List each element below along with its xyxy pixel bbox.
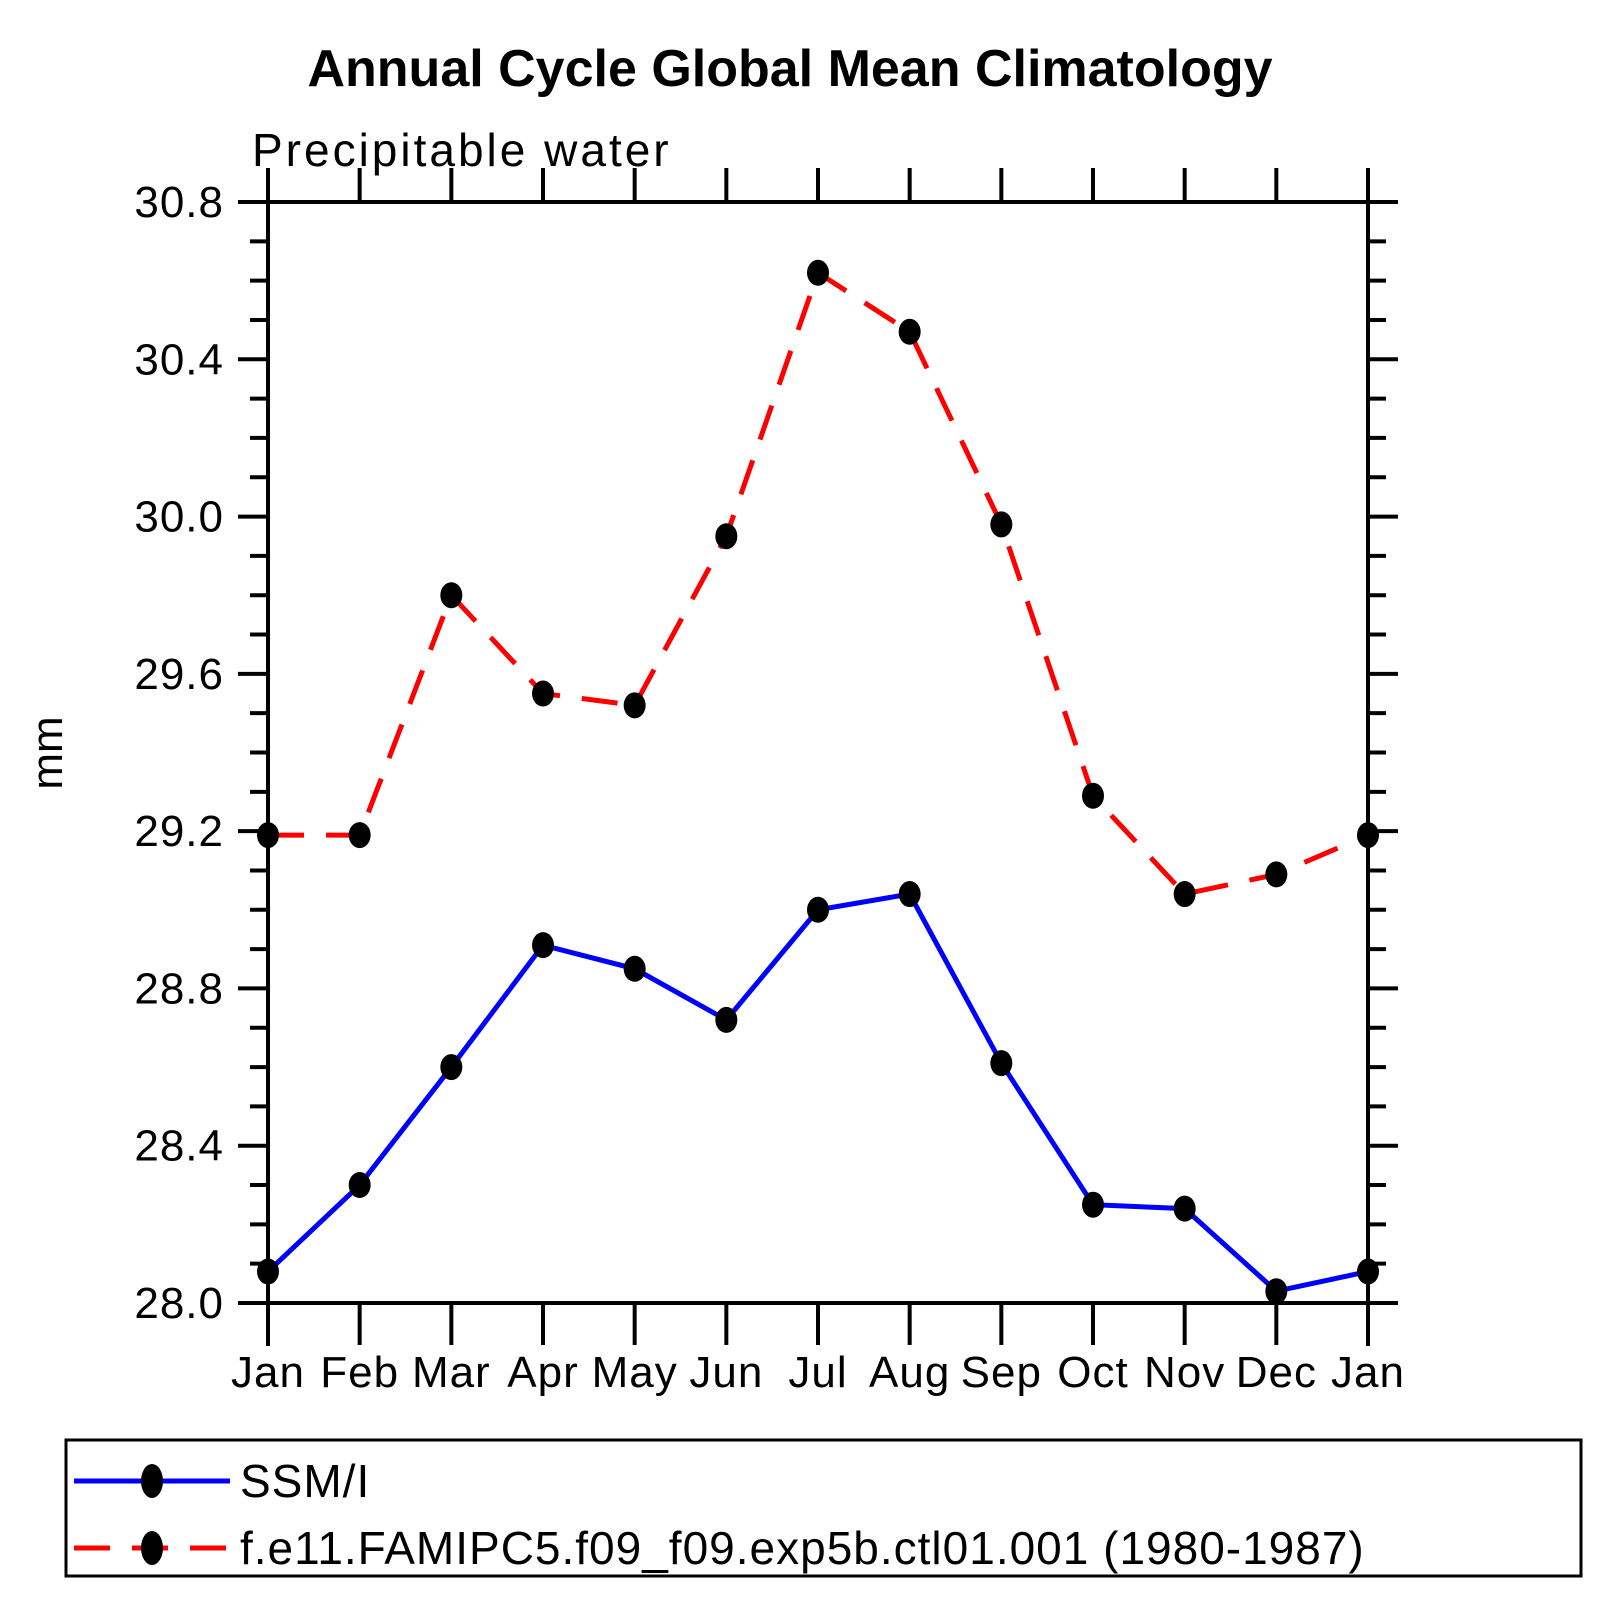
data-point-marker [1082,782,1104,809]
y-tick-label: 30.8 [134,178,224,227]
data-point-marker [348,822,371,849]
data-point-marker [990,511,1013,538]
y-axis-unit-label: mm [23,716,72,789]
x-tick-label: Aug [869,1348,950,1397]
data-point-marker [623,955,646,982]
data-point-marker [1173,1195,1196,1222]
data-point-marker [898,881,921,908]
data-point-marker [532,932,554,959]
x-tick-label: Jan [1331,1348,1405,1397]
data-point-marker [1173,881,1196,908]
legend-marker-model [141,1531,163,1565]
legend: SSM/I f.e11.FAMIPC5.f09_f09.exp5b.ctl01.… [64,1438,1583,1578]
y-tick-label: 28.0 [134,1279,224,1328]
x-tick-label: Oct [1057,1348,1128,1397]
x-tick-label: Mar [412,1348,491,1397]
y-tick-label: 30.4 [134,335,224,384]
y-tick-label: 28.8 [134,964,224,1013]
data-point-marker [1357,822,1379,849]
legend-marker-ssmi [141,1464,163,1498]
x-tick-label: Apr [507,1348,578,1397]
x-tick-label: Jul [788,1348,847,1397]
legend-box [64,1438,1583,1578]
y-tick-label: 29.2 [134,807,224,856]
data-point-marker [715,523,738,550]
data-point-marker [1357,1258,1379,1285]
data-point-marker [257,1258,279,1285]
series-line-model [268,268,1369,897]
data-point-marker [898,318,921,345]
x-tick-label: Sep [961,1348,1042,1397]
y-tick-label: 28.4 [134,1122,224,1171]
chart-title: Annual Cycle Global Mean Climatology [307,40,1272,98]
legend-label-model: f.e11.FAMIPC5.f09_f09.exp5b.ctl01.001 (1… [240,1522,1365,1574]
data-point-marker [1265,861,1288,888]
data-point-marker [257,822,279,849]
x-tick-label: Jan [231,1348,305,1397]
data-point-marker [715,1006,738,1033]
legend-entry-ssmi: SSM/I [74,1455,370,1507]
data-point-marker [807,259,829,286]
x-tick-label: Nov [1144,1348,1225,1397]
y-tick-label: 29.6 [134,650,224,699]
x-tick-label: Jun [689,1348,763,1397]
data-point-marker [532,680,554,707]
x-tick-label: May [592,1348,678,1397]
data-point-marker [990,1050,1013,1077]
data-point-marker [440,1054,463,1081]
data-point-marker [1265,1278,1288,1305]
data-point-marker [440,582,463,609]
chart-subtitle: Precipitable water [252,124,672,176]
data-point-marker [807,896,829,923]
data-point-marker [623,692,646,719]
data-point-marker [1082,1191,1104,1218]
series-line-ssmi [266,891,1369,1294]
data-point-marker [348,1172,371,1199]
y-tick-label: 30.0 [134,493,224,542]
legend-entry-model: f.e11.FAMIPC5.f09_f09.exp5b.ctl01.001 (1… [74,1522,1365,1574]
x-tick-label: Feb [320,1348,399,1397]
legend-label-ssmi: SSM/I [240,1455,370,1507]
x-tick-label: Dec [1236,1348,1317,1397]
plot-area: Jan Feb Mar Apr May Jun Jul Aug Sep Oct Nov Dec Jan2… [134,168,1405,1397]
